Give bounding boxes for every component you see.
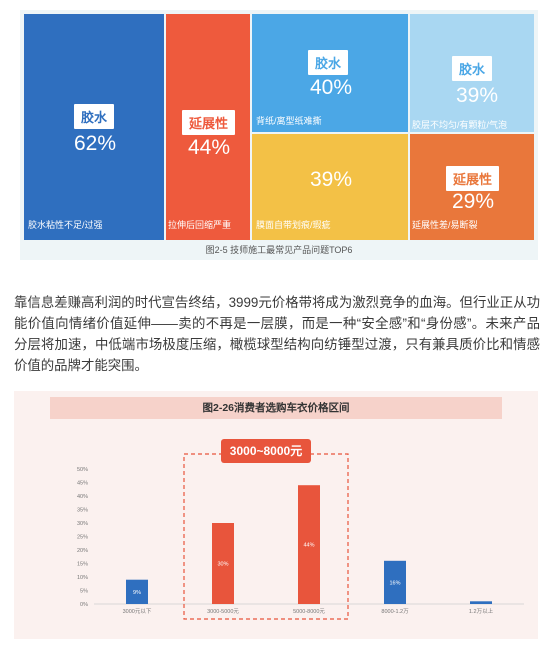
highlight-label: 3000~8000元 <box>230 444 302 458</box>
x-tick-label: 5000-8000元 <box>293 608 325 615</box>
bar-data-label: 44% <box>303 543 314 549</box>
bar <box>470 601 492 604</box>
tile-tag: 胶水 <box>308 50 349 75</box>
bar <box>126 579 148 604</box>
x-tick-label: 3000元以下 <box>123 608 152 615</box>
price-range-chart-figure: 图2-26消费者选购车衣价格区间 0% 5% 10% 15% 20% 25% 30% 35% 4… <box>14 391 538 639</box>
tile-description: 膜面自带划痕/瑕疵 <box>256 220 331 230</box>
treemap-tile-backing-paper: 胶水 40% 背纸/离型纸难撕 <box>252 14 408 132</box>
tile-percent: 39% <box>310 168 353 191</box>
bar-data-label: 30% <box>217 562 228 568</box>
tile-description: 拉伸后回缩严重 <box>168 220 232 230</box>
tile-percent: 62% <box>74 132 117 155</box>
x-tick-label: 3000-5000元 <box>207 608 239 615</box>
chart-title: 图2-26消费者选购车衣价格区间 <box>50 397 502 419</box>
tile-tag: 延展性 <box>446 166 500 191</box>
bar <box>384 560 406 604</box>
highlight-dashed-box <box>183 453 349 620</box>
tile-description: 胶层不均匀/有颗粒/气泡 <box>412 120 508 130</box>
treemap-figure: 胶水 62% 胶水粘性不足/过强 延展性 44% 拉伸后回缩严重 胶水 40% … <box>20 10 538 260</box>
y-tick-label: 20% <box>77 548 88 554</box>
bar-data-label: 16% <box>389 580 400 586</box>
y-tick-label: 50% <box>77 467 88 473</box>
treemap-tile-stretch-break: 延展性 29% 延展性差/易断裂 <box>410 134 534 240</box>
y-tick-label: 45% <box>77 481 88 487</box>
tile-description: 延展性差/易断裂 <box>412 220 478 230</box>
y-tick-label: 35% <box>77 508 88 514</box>
x-tick-label: 8000-1.2万 <box>381 608 409 615</box>
tile-percent: 29% <box>452 190 495 213</box>
bar-data-label: 9% <box>133 590 141 596</box>
tile-tag: 延展性 <box>182 110 236 135</box>
tile-percent: 44% <box>188 136 231 159</box>
x-tick-label: 1.2万以上 <box>469 607 494 615</box>
tile-tag: 胶水 <box>452 56 493 81</box>
tile-description: 胶水粘性不足/过强 <box>28 220 103 230</box>
y-tick-label: 0% <box>80 602 88 608</box>
bar <box>298 485 320 604</box>
treemap-tile-film-scratch: 39% 膜面自带划痕/瑕疵 <box>252 134 408 240</box>
body-paragraph: 靠信息差赚高利润的时代宣告终结，3999元价格带将成为激烈竞争的血海。但行业正从… <box>14 295 540 373</box>
tile-tag: 胶水 <box>74 104 115 129</box>
y-tick-label: 15% <box>77 562 88 568</box>
y-tick-label: 40% <box>77 494 88 500</box>
tile-description: 背纸/离型纸难撕 <box>256 116 322 126</box>
tile-percent: 39% <box>456 84 499 107</box>
y-tick-label: 25% <box>77 535 88 541</box>
treemap-tile-glue-adhesion: 胶水 62% 胶水粘性不足/过强 <box>24 14 164 240</box>
price-range-bar-chart: 0% 5% 10% 15% 20% 25% 30% 35% 40% 45% 50% 3000~8000… <box>77 439 524 620</box>
treemap-tile-glue-uneven: 胶水 39% 胶层不均匀/有颗粒/气泡 <box>410 14 534 132</box>
treemap-tile-stretch-shrink: 延展性 44% 拉伸后回缩严重 <box>166 14 250 240</box>
tile-percent: 40% <box>310 76 353 99</box>
bar <box>212 523 234 604</box>
y-tick-label: 30% <box>77 521 88 527</box>
figure-caption: 图2-5 技师施工最常见产品问题TOP6 <box>205 245 353 255</box>
highlight-label-box <box>221 439 311 463</box>
y-tick-label: 5% <box>80 589 88 595</box>
y-tick-label: 10% <box>77 575 88 581</box>
